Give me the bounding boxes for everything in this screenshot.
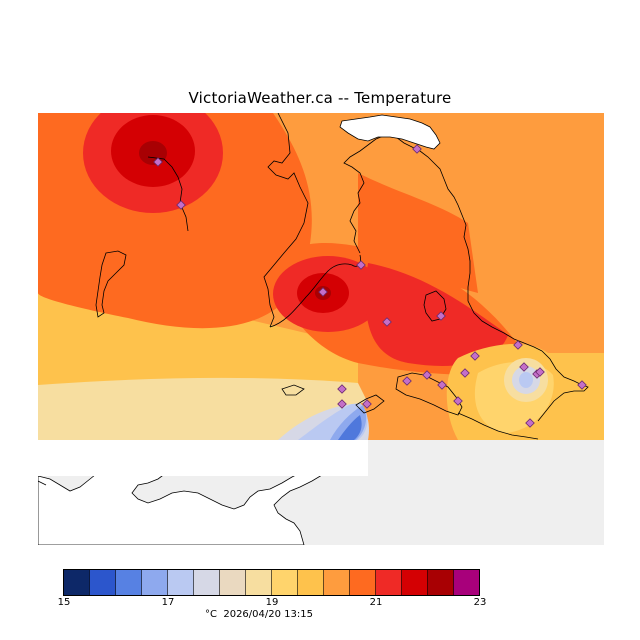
legend-footer: °C 2026/04/20 13:15 (205, 609, 313, 620)
legend-swatch (375, 569, 402, 596)
temperature-map[interactable] (38, 113, 604, 545)
station-marker[interactable] (519, 362, 529, 372)
legend-swatch (453, 569, 480, 596)
station-marker[interactable] (153, 157, 163, 167)
station-markers[interactable] (153, 144, 587, 428)
unit-label: °C (205, 609, 217, 620)
coastlines (38, 113, 589, 486)
station-marker[interactable] (577, 380, 587, 390)
station-marker[interactable] (356, 260, 366, 270)
legend-tick-21: 21 (369, 597, 383, 608)
legend-swatch (63, 569, 90, 596)
station-marker[interactable] (412, 144, 422, 154)
station-marker[interactable] (362, 399, 372, 409)
map-title: VictoriaWeather.ca -- Temperature (188, 89, 452, 107)
station-marker[interactable] (422, 370, 432, 380)
land-strip (38, 440, 368, 476)
legend-swatch (349, 569, 376, 596)
legend-tick-15: 15 (57, 597, 71, 608)
temperature-field (38, 113, 604, 440)
legend-swatch (323, 569, 350, 596)
legend-swatch (219, 569, 246, 596)
station-marker[interactable] (337, 399, 347, 409)
legend-swatch (141, 569, 168, 596)
legend-swatch (115, 569, 142, 596)
station-marker[interactable] (453, 396, 463, 406)
station-marker[interactable] (382, 317, 392, 327)
legend-tick-23: 23 (473, 597, 487, 608)
station-marker[interactable] (460, 368, 470, 378)
legend-swatch (193, 569, 220, 596)
legend-swatch (167, 569, 194, 596)
legend-tick-17: 17 (161, 597, 175, 608)
station-marker[interactable] (535, 367, 545, 377)
legend-swatch (271, 569, 298, 596)
legend-swatch (297, 569, 324, 596)
station-marker[interactable] (437, 380, 447, 390)
timestamp: 2026/04/20 13:15 (223, 609, 313, 620)
legend-tick-19: 19 (265, 597, 279, 608)
legend-swatch (427, 569, 454, 596)
station-marker[interactable] (176, 200, 186, 210)
station-marker[interactable] (337, 384, 347, 394)
station-marker[interactable] (513, 340, 523, 350)
station-marker[interactable] (436, 311, 446, 321)
legend-swatch (89, 569, 116, 596)
legend-swatch (245, 569, 272, 596)
legend-swatch (401, 569, 428, 596)
legend-colorbar (63, 569, 480, 596)
station-marker[interactable] (318, 287, 328, 297)
station-marker[interactable] (470, 351, 480, 361)
station-marker[interactable] (525, 418, 535, 428)
station-marker[interactable] (402, 376, 412, 386)
